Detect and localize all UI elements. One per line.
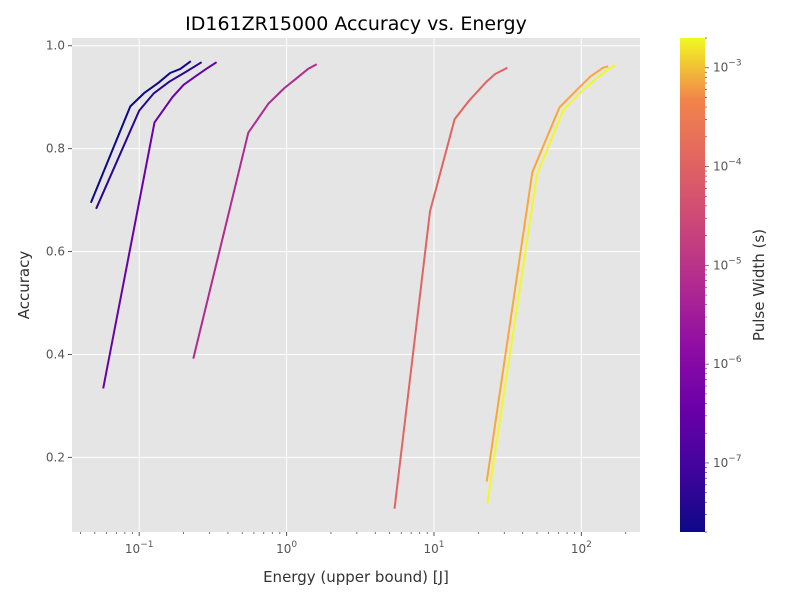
colorbar-tick-label: 10−3 (713, 59, 742, 75)
x-tick-label: 101 (423, 540, 444, 556)
colorbar-tick-label: 10−7 (713, 454, 742, 470)
series-line-4 (192, 63, 318, 359)
colorbar (680, 38, 705, 532)
series-line-1 (89, 60, 192, 204)
series-line-5 (393, 66, 508, 509)
colorbar-tick-label: 10−6 (713, 355, 742, 371)
colorbar-tick-label: 10−4 (713, 158, 742, 174)
y-tick-label: 0.4 (46, 347, 65, 361)
y-axis-title: Accuracy (15, 251, 33, 320)
chart-title: ID161ZR15000 Accuracy vs. Energy (185, 13, 527, 35)
y-tick-label: 0.2 (46, 450, 65, 464)
x-tick-label: 10−1 (125, 540, 154, 556)
x-tick-label: 100 (276, 540, 297, 556)
y-tick-label: 0.8 (46, 142, 65, 156)
grid (72, 38, 640, 532)
series-group (89, 60, 616, 509)
x-tick-label: 102 (571, 540, 592, 556)
series-line-6 (485, 65, 609, 482)
series-line-7 (486, 64, 616, 504)
colorbar-ticks: 10−7 10−6 10−5 10−4 10−3 (705, 37, 742, 533)
minor-ticks (80, 532, 627, 534)
x-tick-labels: 10−1 100 101 102 (125, 532, 592, 556)
series-line-3 (102, 61, 218, 389)
plot-background (72, 38, 640, 532)
x-axis-title: Energy (upper bound) [J] (263, 568, 449, 586)
y-tick-label: 0.6 (46, 245, 65, 259)
colorbar-tick-label: 10−5 (713, 256, 742, 272)
y-tick-labels: 0.2 0.4 0.6 0.8 1.0 (46, 39, 72, 464)
y-tick-label: 1.0 (46, 39, 65, 53)
series-line-2 (95, 61, 203, 210)
colorbar-title: Pulse Width (s) (750, 229, 768, 341)
